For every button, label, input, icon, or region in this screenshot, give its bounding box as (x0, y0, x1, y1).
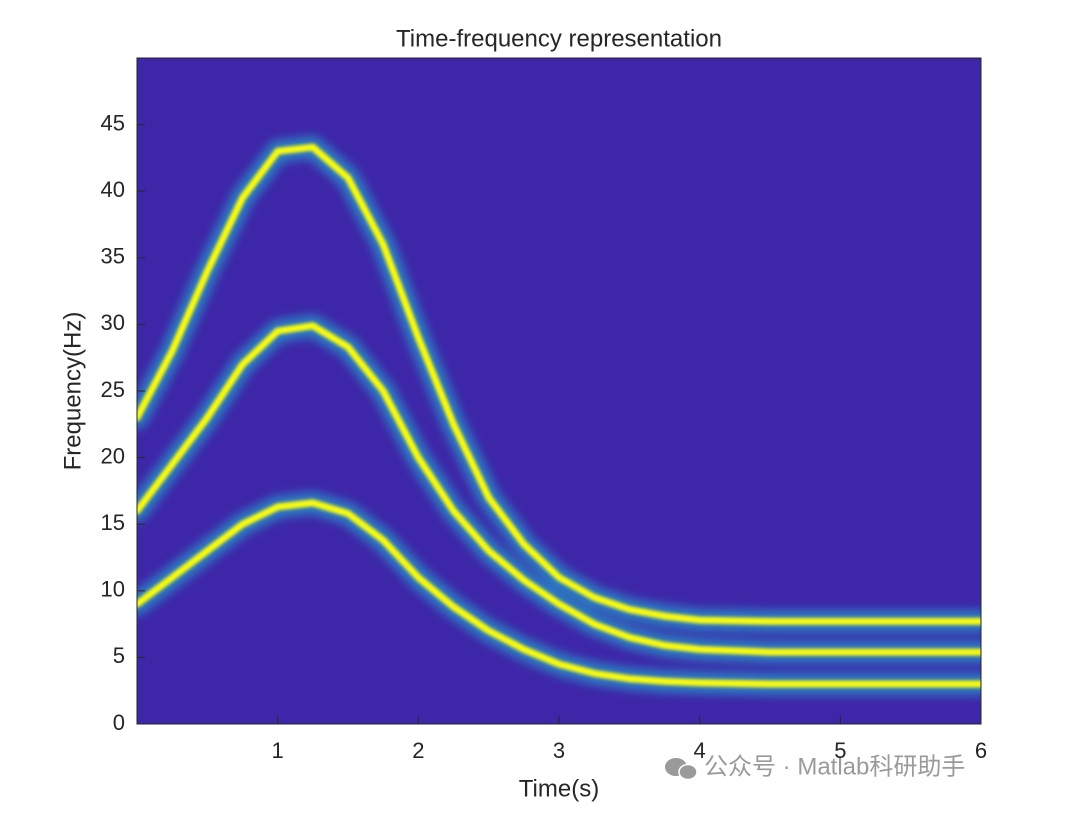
y-tick-label: 5 (113, 643, 125, 668)
ridge (137, 499, 981, 688)
y-tick-label: 0 (113, 710, 125, 735)
chart-title: Time-frequency representation (396, 25, 722, 52)
watermark-text: 公众号 · Matlab科研助手 (704, 753, 965, 780)
x-tick-label: 4 (694, 738, 706, 763)
x-tick-label: 5 (834, 738, 846, 763)
y-tick-label: 30 (101, 310, 125, 335)
y-tick-label: 45 (101, 110, 125, 135)
x-axis-label: Time(s) (519, 775, 599, 802)
y-tick-label: 10 (101, 577, 125, 602)
y-axis-label: Frequency(Hz) (59, 312, 86, 471)
ridge (137, 322, 981, 656)
y-tick-label: 20 (101, 443, 125, 468)
y-tick-label: 15 (101, 510, 125, 535)
y-tick-label: 40 (101, 177, 125, 202)
x-tick-label: 6 (975, 738, 987, 763)
y-tick-label: 25 (101, 377, 125, 402)
ridge-layer (137, 136, 981, 695)
x-tick-label: 3 (553, 738, 565, 763)
watermark: 公众号 · Matlab科研助手 (665, 753, 965, 780)
watermark-icon (678, 763, 698, 781)
x-tick-label: 1 (272, 738, 284, 763)
x-tick-label: 2 (412, 738, 424, 763)
y-tick-label: 35 (101, 244, 125, 269)
ridge (137, 143, 981, 625)
